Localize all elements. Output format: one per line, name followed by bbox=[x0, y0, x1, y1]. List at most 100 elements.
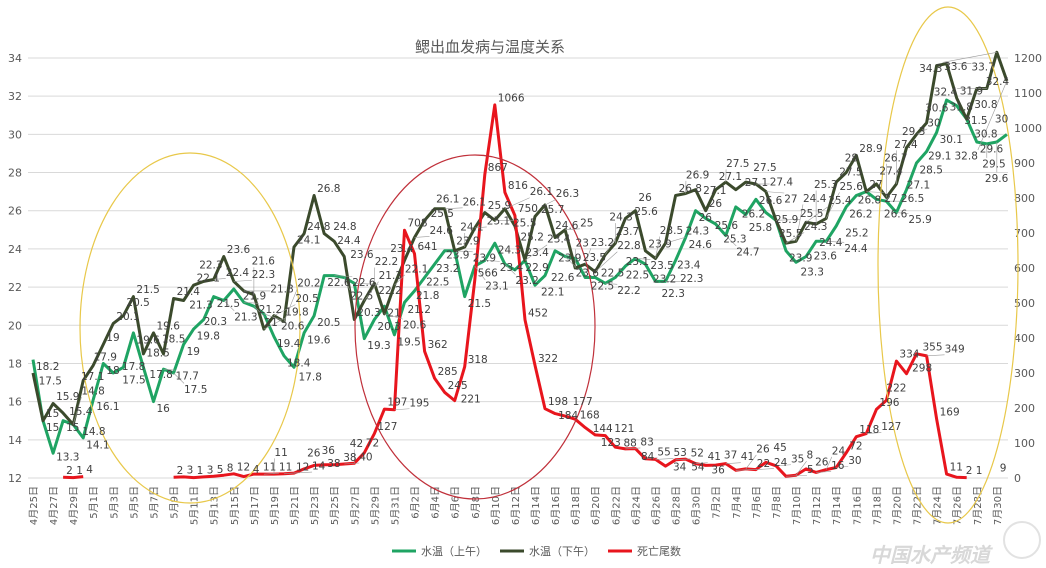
data-label: 17.8 bbox=[299, 371, 322, 383]
data-label-leader bbox=[675, 458, 691, 461]
x-axis-tick-label: 7月22日 bbox=[912, 486, 924, 525]
data-label: 33.7 bbox=[971, 61, 994, 73]
data-label: 23.4 bbox=[547, 233, 571, 245]
data-label: 198 bbox=[548, 396, 568, 408]
data-label: 25.5 bbox=[779, 228, 802, 240]
data-label-leader bbox=[243, 302, 259, 304]
data-label: 4 bbox=[253, 464, 260, 476]
data-label-leader bbox=[916, 128, 928, 135]
data-label: 22.1 bbox=[405, 263, 428, 275]
data-label: 22.6 bbox=[352, 277, 376, 289]
data-label: 25.6 bbox=[634, 206, 658, 218]
data-label: 22.2 bbox=[375, 256, 398, 268]
data-label-leader bbox=[896, 212, 909, 214]
data-label: 19.6 bbox=[307, 334, 331, 346]
data-label: 22.5 bbox=[591, 281, 614, 293]
data-label: 17.5 bbox=[39, 375, 62, 387]
data-label-leader bbox=[775, 464, 791, 467]
data-label: 29.1 bbox=[928, 150, 951, 162]
x-axis-tick-label: 7月28日 bbox=[972, 486, 984, 525]
data-label: 24.1 bbox=[460, 222, 483, 234]
x-axis-tick-label: 6月6日 bbox=[450, 486, 462, 519]
data-label-leader bbox=[785, 232, 805, 244]
data-label: 27.4 bbox=[770, 177, 794, 189]
data-label: 18.5 bbox=[146, 347, 169, 359]
data-label-leader bbox=[504, 263, 516, 275]
data-label: 23.2 bbox=[591, 237, 614, 249]
data-label: 23.9 bbox=[446, 250, 469, 262]
data-label-leader bbox=[625, 447, 641, 450]
data-label: 32.4 bbox=[934, 87, 958, 99]
right-axis-tick-label: 600 bbox=[1014, 262, 1035, 275]
data-label: 26.8 bbox=[858, 194, 881, 206]
data-label: 21.5 bbox=[136, 284, 159, 296]
right-axis-tick-label: 1000 bbox=[1014, 122, 1042, 135]
right-axis-tick-label: 900 bbox=[1014, 157, 1035, 170]
data-label-leader bbox=[926, 354, 945, 357]
data-label: 25.8 bbox=[749, 222, 772, 234]
data-label: 14.8 bbox=[82, 426, 105, 438]
data-label: 20.5 bbox=[295, 293, 318, 305]
left-axis-tick-label: 16 bbox=[8, 396, 22, 409]
data-label: 23.6 bbox=[576, 267, 600, 279]
data-label-leader bbox=[524, 244, 548, 261]
series-line-morning-temp bbox=[31, 98, 1008, 455]
right-axis-tick-label: 500 bbox=[1014, 297, 1035, 310]
data-label: 362 bbox=[428, 339, 448, 351]
data-label: 708 bbox=[408, 218, 428, 230]
x-axis-tick-label: 7月4日 bbox=[731, 486, 743, 519]
data-label: 23.4 bbox=[390, 243, 414, 255]
data-label: 33.6 bbox=[944, 61, 968, 73]
data-label-leader bbox=[805, 206, 829, 223]
x-axis-tick-label: 6月26日 bbox=[650, 486, 662, 525]
data-label: 22.1 bbox=[197, 273, 220, 285]
data-label-leader bbox=[977, 80, 1008, 151]
x-axis-tick-label: 6月16日 bbox=[550, 486, 562, 525]
data-label: 25.2 bbox=[845, 228, 868, 240]
data-label: 25.5 bbox=[800, 208, 823, 220]
x-axis-tick-label: 5月31日 bbox=[389, 486, 401, 525]
left-axis-tick-label: 24 bbox=[8, 243, 22, 256]
data-label-leader bbox=[866, 432, 882, 434]
data-label: 197 bbox=[387, 397, 407, 409]
data-label: 37 bbox=[724, 450, 737, 462]
data-label: 22.6 bbox=[327, 277, 351, 289]
data-label: 221 bbox=[461, 393, 481, 405]
right-axis: 0 100 200 300 400 500 600 700 800 900 1000 1100 1200 bbox=[1014, 52, 1042, 485]
data-label: 27.1 bbox=[703, 185, 726, 197]
series-line-afternoon-temp bbox=[31, 50, 1009, 426]
data-label: 26.5 bbox=[901, 193, 924, 205]
x-axis-tick-label: 7月16日 bbox=[851, 486, 863, 525]
left-axis-tick-label: 32 bbox=[8, 90, 22, 103]
left-axis-tick-label: 14 bbox=[8, 434, 22, 447]
data-label: 29.6 bbox=[980, 144, 1004, 156]
data-label: 26 bbox=[815, 456, 829, 468]
left-axis-tick-label: 18 bbox=[8, 357, 22, 370]
data-label: 121 bbox=[614, 423, 634, 435]
data-label-leader bbox=[825, 456, 833, 470]
data-label: 21.8 bbox=[416, 290, 439, 302]
data-label: 9 bbox=[1000, 462, 1007, 474]
data-label: 17.8 bbox=[122, 361, 145, 373]
data-label: 11 bbox=[279, 462, 292, 474]
x-axis-tick-label: 5月23日 bbox=[309, 486, 321, 525]
data-label: 1 bbox=[197, 465, 204, 477]
data-label: 26.2 bbox=[849, 208, 872, 220]
data-label-leader bbox=[213, 278, 226, 280]
data-label: 25.9 bbox=[908, 214, 931, 226]
data-label: 19.4 bbox=[277, 338, 301, 350]
data-label: 14 bbox=[312, 461, 326, 473]
data-label-leader bbox=[343, 277, 351, 291]
data-label: 222 bbox=[886, 383, 906, 395]
data-label-leader bbox=[695, 462, 708, 464]
data-label: 349 bbox=[945, 343, 965, 355]
data-label: 26 bbox=[699, 212, 713, 224]
data-label: 25.5 bbox=[431, 208, 454, 220]
x-axis-tick-label: 6月2日 bbox=[410, 486, 422, 519]
data-label: 19.8 bbox=[285, 307, 308, 319]
data-label: 25.3 bbox=[814, 179, 837, 191]
x-axis-tick-label: 5月13日 bbox=[209, 486, 221, 525]
data-label-leader bbox=[474, 226, 487, 229]
data-label: 25.2 bbox=[521, 231, 544, 243]
data-label: 3 bbox=[187, 464, 194, 476]
